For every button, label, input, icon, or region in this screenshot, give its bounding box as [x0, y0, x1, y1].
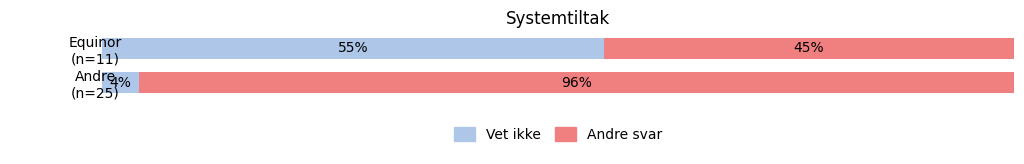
Legend: Vet ikke, Andre svar: Vet ikke, Andre svar: [449, 122, 668, 148]
Title: Systemtiltak: Systemtiltak: [506, 10, 610, 28]
Text: 96%: 96%: [561, 76, 592, 90]
Bar: [102, 38, 604, 59]
Text: 55%: 55%: [338, 41, 369, 55]
Bar: [604, 38, 1014, 59]
Bar: [102, 72, 139, 93]
Text: 4%: 4%: [110, 76, 131, 90]
Bar: [139, 72, 1014, 93]
Text: 45%: 45%: [794, 41, 824, 55]
